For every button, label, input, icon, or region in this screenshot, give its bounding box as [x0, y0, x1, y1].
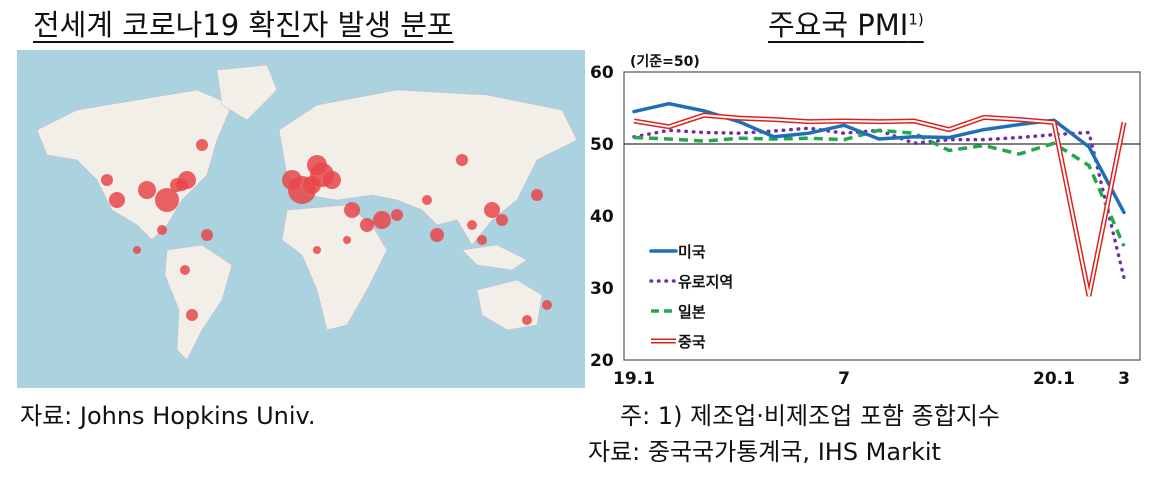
chart-footnote: 주: 1) 제조업·비제조업 포함 종합지수 — [620, 402, 1000, 430]
europe-asia — [278, 89, 578, 246]
y-tick-label: 30 — [590, 279, 614, 299]
case-marker — [201, 229, 213, 241]
series-line-euro — [632, 126, 1126, 280]
unit-label: (기준=50) — [630, 54, 700, 70]
case-marker — [373, 211, 391, 229]
case-marker — [477, 235, 487, 245]
case-marker — [186, 309, 198, 321]
case-marker — [344, 202, 360, 218]
southeast-asia — [461, 244, 528, 271]
case-marker — [467, 220, 477, 230]
case-marker — [496, 214, 508, 226]
chart-title-text: 주요국 PMI — [768, 8, 909, 42]
case-marker — [323, 171, 341, 189]
case-marker — [180, 265, 190, 275]
legend-label-japan: 일본 — [678, 303, 706, 321]
x-tick-label: 20.1 — [1033, 369, 1075, 389]
case-marker — [133, 246, 141, 254]
plot-frame — [623, 71, 1141, 361]
case-marker — [531, 189, 543, 201]
x-tick-label: 3 — [1118, 369, 1130, 389]
y-tick-label: 60 — [590, 63, 614, 83]
case-marker — [101, 174, 113, 186]
case-marker — [391, 209, 403, 221]
chart-title: 주요국 PMI1) — [768, 2, 924, 44]
y-tick-label: 40 — [590, 207, 614, 227]
case-marker — [456, 154, 468, 166]
map-source: 자료: Johns Hopkins Univ. — [20, 402, 316, 430]
y-tick-label: 20 — [590, 351, 614, 371]
legend-label-us: 미국 — [678, 243, 706, 261]
legend-label-euro: 유로지역 — [678, 273, 733, 291]
series-line-china — [633, 112, 1127, 297]
case-marker — [155, 188, 179, 212]
y-tick-label: 50 — [590, 135, 614, 155]
series-line-china-inner — [633, 114, 1125, 297]
map-title: 전세계 코로나19 확진자 발생 분포 — [33, 8, 454, 42]
case-marker — [176, 179, 188, 191]
case-marker — [109, 192, 125, 208]
series-line-japan — [633, 128, 1126, 247]
case-marker — [196, 139, 208, 151]
case-marker — [157, 225, 167, 235]
case-marker — [138, 181, 156, 199]
case-marker — [522, 315, 532, 325]
north-america — [36, 89, 233, 241]
world-covid-map — [17, 50, 585, 388]
case-marker — [430, 228, 444, 242]
continents — [36, 64, 578, 361]
case-markers — [101, 139, 552, 325]
africa — [281, 204, 388, 331]
case-marker — [422, 195, 432, 205]
case-marker — [360, 218, 374, 232]
footnote-mark: 1) — [908, 10, 924, 29]
case-marker — [313, 246, 321, 254]
case-marker — [542, 300, 552, 310]
case-marker — [484, 202, 500, 218]
case-marker — [307, 155, 327, 175]
chart-source: 자료: 중국국가통계국, IHS Markit — [588, 438, 941, 466]
greenland — [216, 64, 278, 121]
case-marker — [343, 236, 351, 244]
legend-label-china: 중국 — [678, 333, 706, 351]
x-tick-label: 19.1 — [613, 369, 655, 389]
x-tick-label: 7 — [838, 369, 850, 389]
